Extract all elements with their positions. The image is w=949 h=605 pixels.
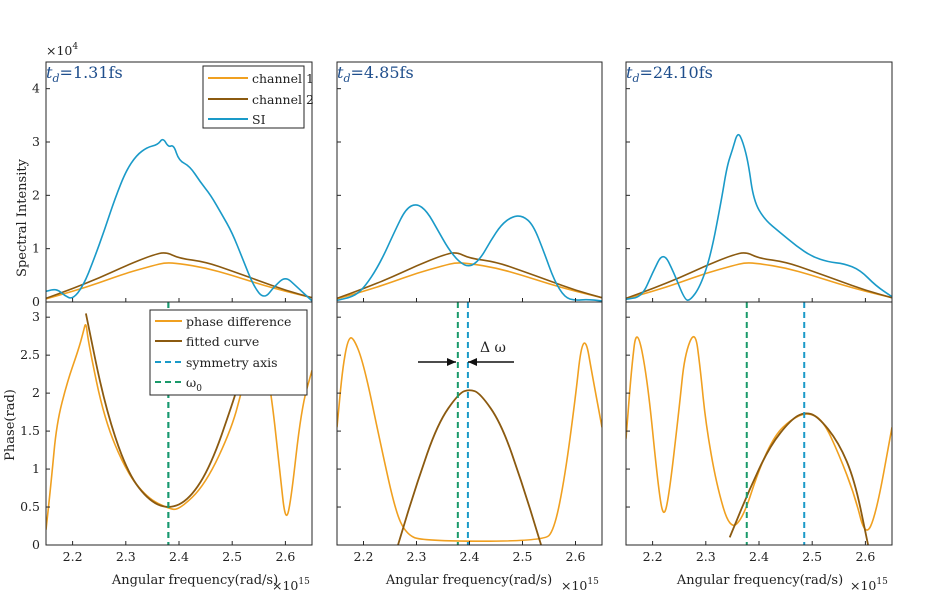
legend-omega0: ω0 [186,375,202,394]
x-tick-label-1-4: 2.6 [275,549,295,564]
x-multiplier-1: ×1015 [272,577,310,593]
channel1-line-1 [46,262,312,300]
x-axis-label-1: Angular frequency(rad/s) [111,573,278,588]
panel1-title: td=1.31fs [46,63,123,85]
bottom-y-tick-label-3: 1.5 [20,423,40,438]
phase-legend: phase difference fitted curve symmetry a… [149,309,308,396]
top-y-tick-label-0: 0 [32,294,40,309]
channel2-line-1 [46,252,312,300]
spectral-panel-2 [337,62,602,302]
phase-panel-3 [626,302,892,545]
top-y-tick-label-1: 1 [32,241,40,256]
x-tick-label-2-1: 2.3 [407,549,427,564]
x-tick-label-1-3: 2.5 [222,549,242,564]
phase-panel-2 [337,302,602,545]
panel3-title: td=24.10fs [626,63,713,85]
bottom-y-tick-label-5: 2.5 [20,347,40,362]
panel2-title: td=4.85fs [337,63,414,85]
legend-channel2: channel 2 [252,92,314,107]
channel2-line-2 [337,252,602,300]
delta-omega-annotation: Δ ω [418,340,514,366]
bottom-y-tick-label-2: 1 [32,461,40,476]
x-tick-label-1-1: 2.3 [116,549,136,564]
x-axis-label-2: Angular frequency(rad/s) [385,573,552,588]
phase-line-2 [337,337,602,543]
x-tick-label-1-0: 2.2 [63,549,83,564]
top-y-tick-label-3: 3 [32,134,40,149]
bottom-y-tick-label-0: 0 [32,537,40,552]
bottom-y-tick-label-1: 0.5 [20,499,40,514]
x-multiplier-3: ×1015 [850,577,888,593]
spectral-legend: channel 1 channel 2 SI [202,65,314,129]
x-tick-label-3-0: 2.2 [643,549,663,564]
x-multiplier-2: ×1015 [561,577,599,593]
fit-line-1 [85,313,244,508]
legend-phase-difference: phase difference [186,314,291,329]
top-y-tick-label-2: 2 [32,187,40,202]
phase-line-3 [626,335,892,531]
si-line-1 [46,138,312,302]
x-tick-label-2-3: 2.5 [513,549,533,564]
si-line-3 [626,133,892,301]
x-tick-label-2-2: 2.4 [460,549,480,564]
x-tick-label-3-1: 2.3 [696,549,716,564]
delta-omega-left-arrowhead [447,358,456,366]
x-tick-label-2-0: 2.2 [354,549,374,564]
phase-series-3 [626,302,892,545]
bottom-y-tick-label-4: 2 [32,385,40,400]
bottom-y-axis-label: Phase(rad) [3,389,18,461]
phase-legend-box [149,309,308,396]
channel2-line-3 [626,252,892,300]
x-tick-label-3-2: 2.4 [749,549,769,564]
x-tick-label-3-4: 2.6 [855,549,875,564]
delta-omega-right-arrowhead [468,358,477,366]
delta-omega-label: Δ ω [480,340,506,356]
x-tick-label-1-2: 2.4 [169,549,189,564]
fit-line-2 [397,389,542,545]
si-line-2 [337,204,602,302]
x-axis-label-3: Angular frequency(rad/s) [676,573,843,588]
spectral-series-2 [337,204,602,302]
spectral-legend-box [202,65,305,129]
channel1-line-3 [626,262,892,300]
legend-channel1: channel 1 [252,71,314,86]
y-multiplier-label: ×104 [46,42,78,58]
top-y-tick-label-4: 4 [32,81,40,96]
bottom-y-tick-label-6: 3 [32,309,40,324]
phase-series-2 [337,302,602,545]
legend-symmetry-axis: symmetry axis [186,355,278,370]
x-tick-label-3-3: 2.5 [802,549,822,564]
legend-si: SI [252,112,266,127]
phase-line-1 [46,324,312,530]
x-tick-label-2-4: 2.6 [566,549,586,564]
legend-fitted-curve: fitted curve [186,334,259,349]
spectral-series-1 [46,138,312,302]
top-y-axis-label: Spectral Intensity [15,158,30,277]
spectral-panel-3 [626,62,892,302]
spectral-series-3 [626,133,892,301]
